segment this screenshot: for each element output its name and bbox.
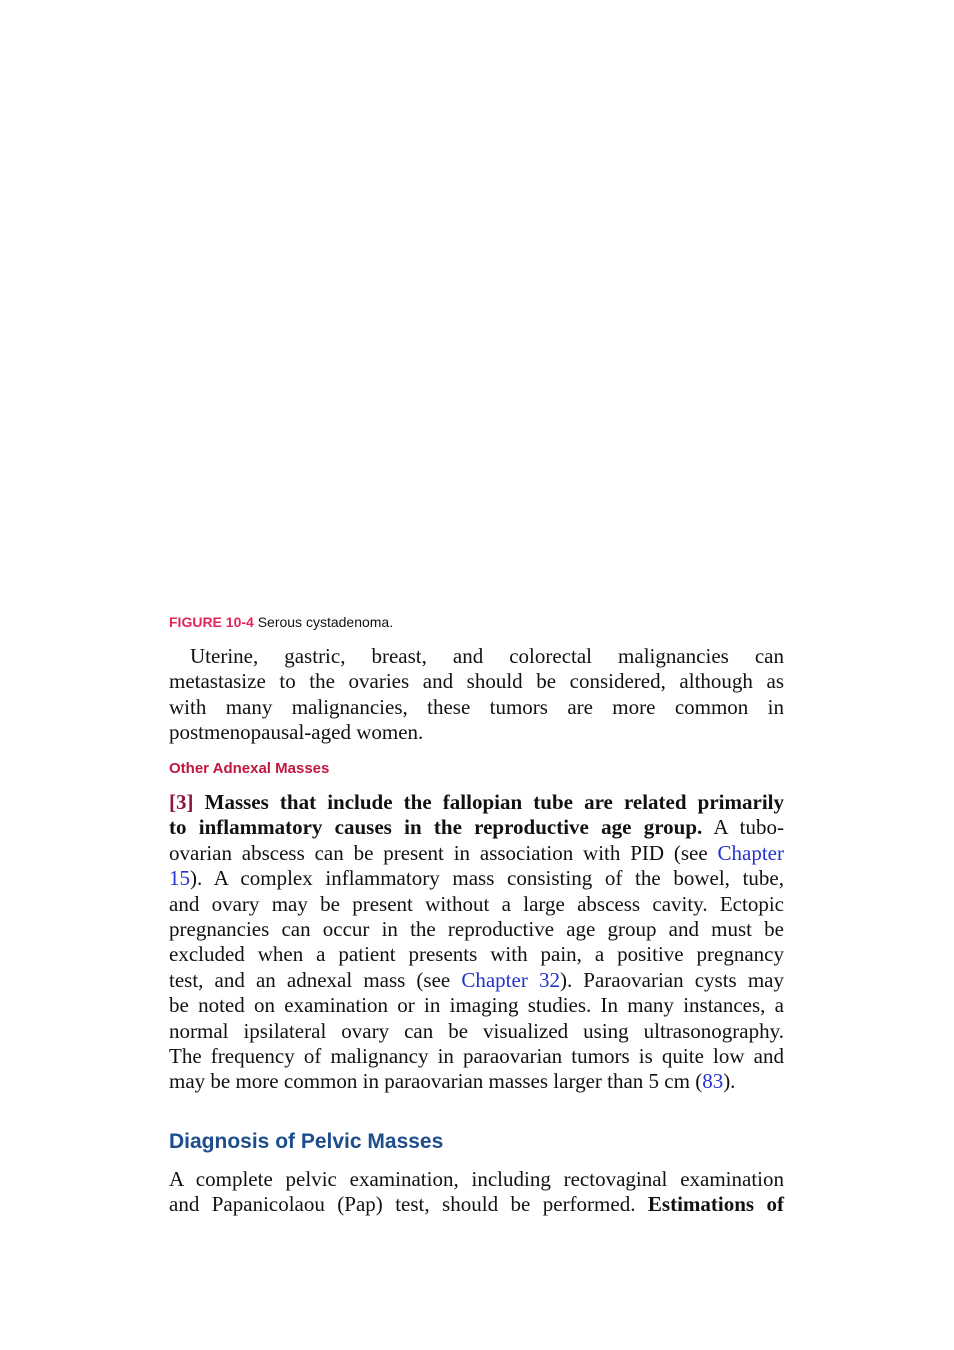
caption-text: Serous cystadenoma. bbox=[253, 614, 394, 630]
text-line: and ovary may be present without a large… bbox=[169, 892, 784, 917]
text-line: pregnancies can occur in the reproductiv… bbox=[169, 917, 784, 942]
text-line: normal ipsilateral ovary can be visualiz… bbox=[169, 1019, 784, 1044]
section-heading: Diagnosis of Pelvic Masses bbox=[169, 1130, 444, 1153]
text-line: be noted on examination or in imaging st… bbox=[169, 993, 784, 1018]
section-heading: Other Adnexal Masses bbox=[169, 760, 330, 777]
paragraph: [3] Masses that include the fallopian tu… bbox=[169, 790, 784, 1095]
text-line: [3] Masses that include the fallopian tu… bbox=[169, 790, 784, 815]
text-run: may be more common in paraovarian masses… bbox=[169, 1069, 703, 1094]
text-line: postmenopausal-aged women. bbox=[169, 720, 784, 745]
text-run: Masses that include the fallopian tube a… bbox=[193, 790, 784, 814]
text-run: A complete pelvic examination, including… bbox=[169, 1167, 784, 1191]
text-line: test, and an adnexal mass (see Chapter 3… bbox=[169, 968, 784, 993]
text-line: A complete pelvic examination, including… bbox=[169, 1167, 784, 1192]
text-line: to inflammatory causes in the reproducti… bbox=[169, 815, 784, 840]
text-run: normal ipsilateral ovary can be visualiz… bbox=[169, 1018, 784, 1043]
text-run: ). bbox=[723, 1069, 736, 1094]
text-line: excluded when a patient presents with pa… bbox=[169, 942, 784, 967]
text-line: may be more common in paraovarian masses… bbox=[169, 1069, 784, 1094]
link[interactable]: 83 bbox=[702, 1069, 724, 1094]
text-line: ovarian abscess can be present in associ… bbox=[169, 841, 784, 866]
paragraph: A complete pelvic examination, including… bbox=[169, 1167, 784, 1218]
text-run: ovarian abscess can be present in associ… bbox=[169, 840, 718, 865]
text-line: The frequency of malignancy in paraovari… bbox=[169, 1044, 784, 1069]
text-run: test, and an adnexal mass (see bbox=[169, 967, 462, 992]
text-run: Estimations of bbox=[647, 1192, 784, 1217]
text-run: ). Paraovarian cysts may bbox=[559, 967, 784, 992]
text-run: be noted on examination or in imaging st… bbox=[169, 993, 784, 1018]
link[interactable]: Chapter 32 bbox=[461, 967, 560, 992]
text-run: pregnancies can occur in the reproductiv… bbox=[169, 917, 784, 942]
text-run: The frequency of malignancy in paraovari… bbox=[169, 1044, 784, 1069]
text-run: postmenopausal-aged women. bbox=[169, 720, 424, 745]
text-run: ). A complex inflammatory mass consistin… bbox=[190, 866, 784, 891]
text-run: and Papanicolaou (Pap) test, should be p… bbox=[169, 1192, 648, 1217]
text-run: and ovary may be present without a large… bbox=[169, 891, 784, 916]
text-run: with many malignancies, these tumors are… bbox=[169, 694, 784, 719]
text-line: Uterine, gastric, breast, and colorectal… bbox=[169, 644, 784, 669]
text-run: excluded when a patient presents with pa… bbox=[169, 942, 784, 967]
paragraph: Uterine, gastric, breast, and colorectal… bbox=[169, 644, 784, 746]
text-run: Uterine, gastric, breast, and colorectal… bbox=[190, 644, 784, 668]
figure-caption: FIGURE 10-4 Serous cystadenoma. bbox=[169, 614, 784, 630]
reference-marker: [3] bbox=[169, 790, 194, 814]
text-run: A tubo- bbox=[702, 815, 784, 840]
text-run: to inflammatory causes in the reproducti… bbox=[169, 815, 703, 840]
text-run: metastasize to the ovaries and should be… bbox=[169, 669, 784, 694]
figure-label: FIGURE 10-4 bbox=[169, 614, 254, 630]
text-line: metastasize to the ovaries and should be… bbox=[169, 669, 784, 694]
text-line: and Papanicolaou (Pap) test, should be p… bbox=[169, 1192, 784, 1217]
link[interactable]: 15 bbox=[169, 866, 190, 891]
link[interactable]: Chapter bbox=[717, 840, 784, 865]
text-line: with many malignancies, these tumors are… bbox=[169, 695, 784, 720]
text-line: 15). A complex inflammatory mass consist… bbox=[169, 866, 784, 891]
